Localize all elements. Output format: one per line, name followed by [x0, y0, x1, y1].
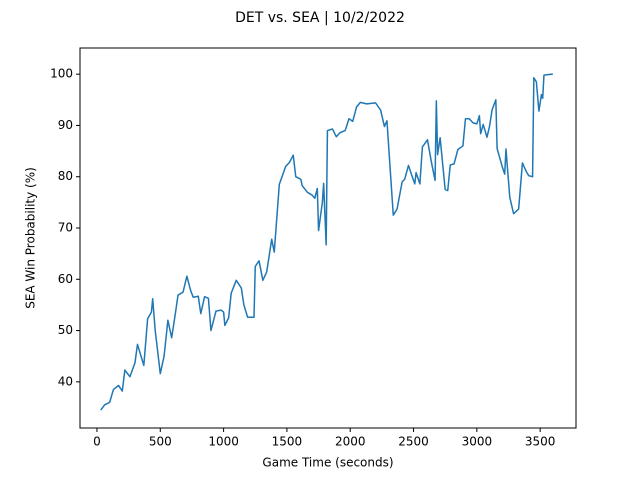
x-tick-label: 2500 [398, 435, 429, 449]
y-tick-label: 60 [58, 272, 73, 286]
x-tick-label: 3500 [525, 435, 556, 449]
x-tick-label: 1000 [208, 435, 239, 449]
x-tick-label: 1500 [272, 435, 303, 449]
x-tick-label: 3000 [462, 435, 493, 449]
data-line [100, 73, 553, 411]
y-axis-label: SEA Win Probability (%) [24, 167, 38, 309]
x-tick-label: 500 [149, 435, 172, 449]
y-tick-label: 70 [58, 221, 73, 235]
y-tick-label: 80 [58, 169, 73, 183]
y-tick-label: 100 [50, 67, 73, 81]
x-tick-label: 2000 [335, 435, 366, 449]
x-axis-label: Game Time (seconds) [262, 456, 393, 470]
chart-title: DET vs. SEA | 10/2/2022 [235, 10, 405, 26]
plot-frame [79, 47, 577, 429]
y-tick-label: 90 [58, 118, 73, 132]
x-tick-label: 0 [93, 435, 101, 449]
y-tick-label: 50 [58, 323, 73, 337]
y-tick-label: 40 [58, 374, 73, 388]
